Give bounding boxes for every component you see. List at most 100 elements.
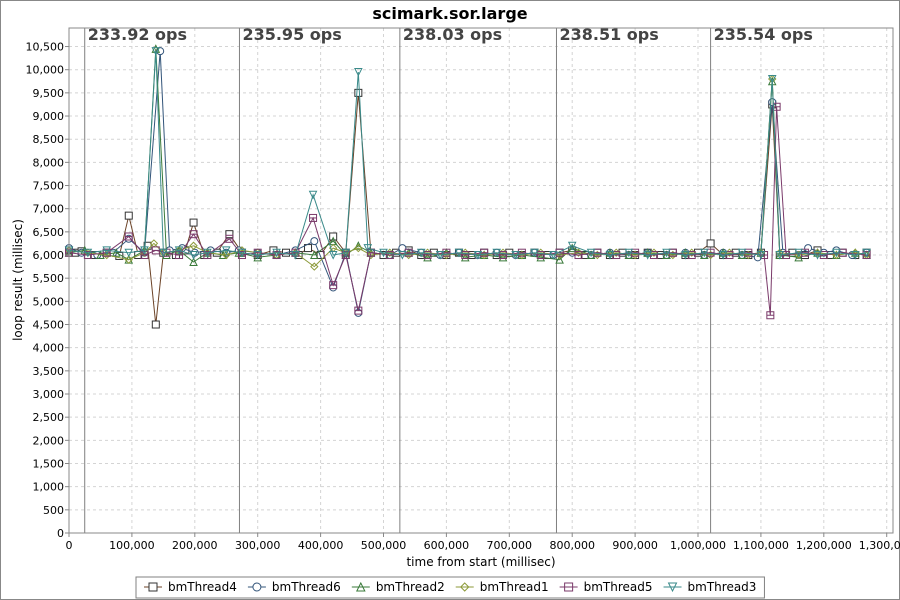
legend-marker xyxy=(356,581,366,592)
data-point xyxy=(775,251,785,260)
x-tick-label: 100,000 xyxy=(109,539,155,552)
data-point xyxy=(699,248,709,258)
y-tick-label: 8,000 xyxy=(33,156,65,169)
legend-marker xyxy=(252,582,262,592)
phase-markers: 233.92 ops 235.95 ops 238.03 ops 238.51 ops… xyxy=(84,25,813,533)
y-tick-label: 10,500 xyxy=(26,41,65,54)
y-tick-label: 4,000 xyxy=(33,342,65,355)
data-point xyxy=(662,250,671,260)
data-point xyxy=(498,252,508,262)
data-point xyxy=(699,250,709,260)
data-point xyxy=(366,250,376,260)
y-tick-label: 1,500 xyxy=(33,458,65,471)
y-tick-label: 5,000 xyxy=(33,295,65,308)
data-point xyxy=(124,248,134,258)
legend-marker xyxy=(667,582,678,593)
legend-item: bmThread5 xyxy=(559,580,653,594)
data-point xyxy=(310,250,319,260)
y-tick-label: 7,500 xyxy=(33,180,65,193)
data-point xyxy=(272,248,281,258)
y-tick-label: 6,000 xyxy=(33,249,65,262)
legend-item: bmThread4 xyxy=(144,580,237,594)
x-tick-label: 400,000 xyxy=(298,539,344,552)
legend-label: bmThread4 xyxy=(168,580,237,594)
data-point xyxy=(605,251,615,260)
data-point xyxy=(530,248,539,258)
y-tick-label: 3,000 xyxy=(33,388,65,401)
data-point xyxy=(102,250,111,260)
data-point xyxy=(850,251,860,260)
data-point xyxy=(737,250,747,260)
data-point xyxy=(354,88,363,97)
data-point xyxy=(124,211,133,220)
data-point xyxy=(681,248,690,257)
y-tick-label: 8,500 xyxy=(33,133,65,146)
data-point xyxy=(454,248,464,258)
legend-marker xyxy=(460,582,470,592)
y-tick-label: 2,000 xyxy=(33,434,65,447)
data-point xyxy=(862,248,871,258)
data-point xyxy=(140,246,149,256)
data-point xyxy=(308,190,318,200)
y-tick-label: 4,500 xyxy=(33,319,65,332)
data-point xyxy=(102,246,112,256)
data-point xyxy=(159,248,168,258)
y-tick-label: 9,000 xyxy=(33,110,65,123)
phase-ops-label: 238.51 ops xyxy=(559,25,658,44)
data-point xyxy=(111,248,121,257)
data-point xyxy=(767,74,777,84)
phase-ops-label: 233.92 ops xyxy=(88,25,187,44)
data-point xyxy=(225,230,234,239)
data-point xyxy=(794,248,803,258)
data-point xyxy=(341,248,351,258)
data-point xyxy=(83,248,93,258)
x-tick-label: 700,000 xyxy=(487,539,533,552)
data-point xyxy=(398,251,407,260)
data-point xyxy=(237,248,247,258)
y-tick-label: 3,500 xyxy=(33,365,65,378)
legend-item: bmThread1 xyxy=(455,580,549,594)
data-point xyxy=(354,243,363,253)
legend-item: bmThread6 xyxy=(247,580,341,594)
legend-box xyxy=(135,576,765,599)
y-axis-label: loop result (millisec) xyxy=(11,219,25,341)
x-tick-label: 200,000 xyxy=(172,539,218,552)
data-point xyxy=(832,248,841,258)
x-tick-label: 300,000 xyxy=(235,539,281,552)
data-point xyxy=(354,68,363,77)
x-tick-label: 1,000,000 xyxy=(670,539,726,552)
data-point xyxy=(624,250,634,260)
y-tick-label: 10,000 xyxy=(26,64,65,77)
data-point xyxy=(555,250,564,260)
x-tick-label: 1,100,000 xyxy=(733,539,789,552)
data-point xyxy=(96,250,105,260)
data-point xyxy=(737,248,747,258)
data-point xyxy=(706,239,715,248)
data-point xyxy=(423,252,432,262)
data-point xyxy=(253,252,263,262)
data-point xyxy=(379,248,388,258)
x-tick-label: 800,000 xyxy=(549,539,595,552)
x-tick-label: 0 xyxy=(66,539,73,552)
data-point xyxy=(643,251,652,260)
y-tick-label: 2,500 xyxy=(33,411,65,424)
legend-item: bmThread3 xyxy=(663,580,756,594)
data-point xyxy=(310,262,319,271)
plot-area xyxy=(69,28,893,533)
data-point xyxy=(511,251,520,260)
data-point xyxy=(605,248,615,257)
data-point xyxy=(536,252,546,262)
y-tick-label: 7,000 xyxy=(33,203,65,216)
data-point xyxy=(174,246,184,256)
data-point xyxy=(416,248,426,258)
legend-label: bmThread2 xyxy=(376,580,445,594)
data-point xyxy=(189,257,198,266)
y-tick-label: 0 xyxy=(57,527,64,540)
data-point xyxy=(549,251,558,260)
data-point xyxy=(291,251,300,260)
data-point xyxy=(718,248,728,257)
legend-item: bmThread2 xyxy=(351,580,445,594)
chart-title: scimark.sor.large xyxy=(372,4,527,23)
phase-ops-label: 238.03 ops xyxy=(403,25,502,44)
legend-label: bmThread5 xyxy=(584,580,653,594)
